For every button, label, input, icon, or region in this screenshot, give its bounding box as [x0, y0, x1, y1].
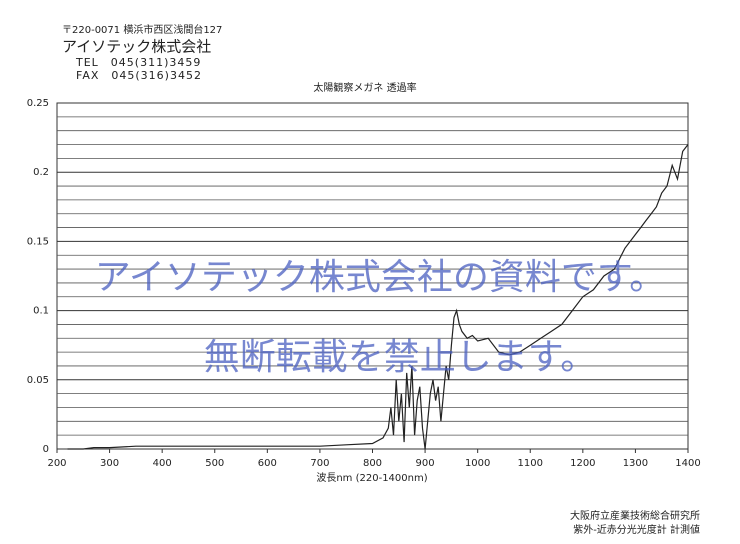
- x-tick-label: 400: [153, 458, 172, 469]
- x-tick-label: 1300: [623, 458, 648, 469]
- data-line: [67, 144, 689, 450]
- x-tick-label: 1000: [465, 458, 490, 469]
- x-tick-label: 700: [310, 458, 329, 469]
- y-tick-label: 0.25: [27, 98, 49, 109]
- x-tick-label: 800: [363, 458, 382, 469]
- fax: FAX 045(316)3452: [76, 69, 202, 82]
- x-tick-label: 600: [258, 458, 277, 469]
- instrument: 紫外-近赤分光光度計 計測値: [573, 523, 700, 536]
- y-tick-label: 0.1: [33, 306, 49, 317]
- x-tick-label: 1200: [570, 458, 595, 469]
- watermark: アイソテック株式会社の資料です。: [95, 257, 666, 298]
- x-tick-label: 500: [205, 458, 224, 469]
- tel: TEL 045(311)3459: [75, 56, 201, 69]
- x-tick-label: 1100: [518, 458, 543, 469]
- x-tick-label: 900: [416, 458, 435, 469]
- y-tick-label: 0.2: [33, 167, 49, 178]
- company: アイソテック株式会社: [62, 38, 211, 56]
- x-tick-label: 300: [100, 458, 119, 469]
- x-tick-label: 200: [47, 458, 66, 469]
- chart-title: 太陽観察メガネ 透過率: [313, 81, 416, 94]
- y-tick-label: 0.05: [27, 375, 49, 386]
- x-axis-label: 波長nm (220-1400nm): [316, 471, 427, 484]
- institute: 大阪府立産業技術総合研究所: [570, 509, 700, 522]
- watermark: 無断転載を禁止します。: [204, 337, 596, 378]
- address: 〒220-0071 横浜市西区浅間台127: [62, 23, 222, 36]
- x-tick-label: 1400: [675, 458, 700, 469]
- y-tick-label: 0.15: [27, 236, 49, 247]
- y-tick-label: 0: [43, 444, 49, 455]
